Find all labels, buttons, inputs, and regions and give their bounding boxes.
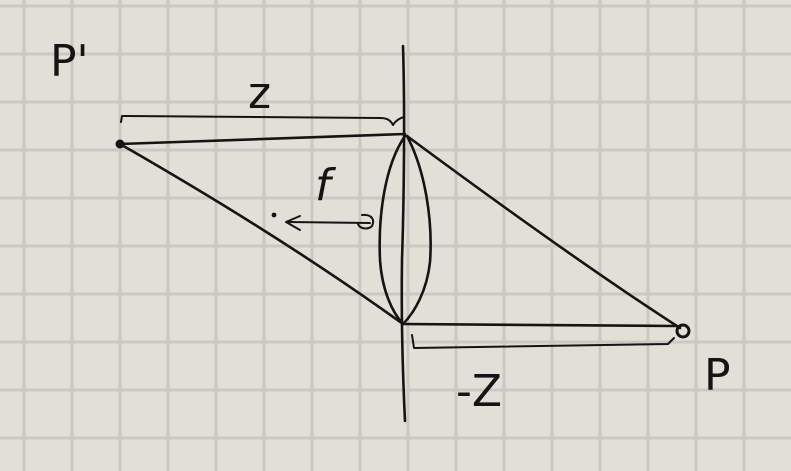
ray-image-to-lens-bottom bbox=[118, 142, 405, 326]
focal-length-arrow-left-head bbox=[285, 215, 301, 231]
image-point-label: P' bbox=[50, 36, 89, 87]
focal-length-arrow-shaft bbox=[287, 221, 371, 224]
ray-lens-bottom-to-object bbox=[401, 322, 678, 328]
object-distance-label: -Z bbox=[456, 366, 502, 417]
ray-image-to-lens-top bbox=[118, 132, 407, 146]
lens-right-surface bbox=[401, 134, 432, 326]
lens-plane-line bbox=[400, 44, 407, 423]
object-point-dot bbox=[675, 323, 691, 339]
focal-length-arrow-right-head bbox=[357, 213, 375, 230]
object-point-label: P bbox=[704, 350, 731, 401]
image-distance-bracket bbox=[120, 115, 405, 126]
focal-point-dot bbox=[271, 212, 277, 218]
lens-left-surface bbox=[378, 134, 407, 326]
object-distance-bracket bbox=[411, 334, 675, 349]
image-distance-label: z bbox=[248, 68, 271, 119]
ray-lens-top-to-object bbox=[405, 134, 682, 330]
